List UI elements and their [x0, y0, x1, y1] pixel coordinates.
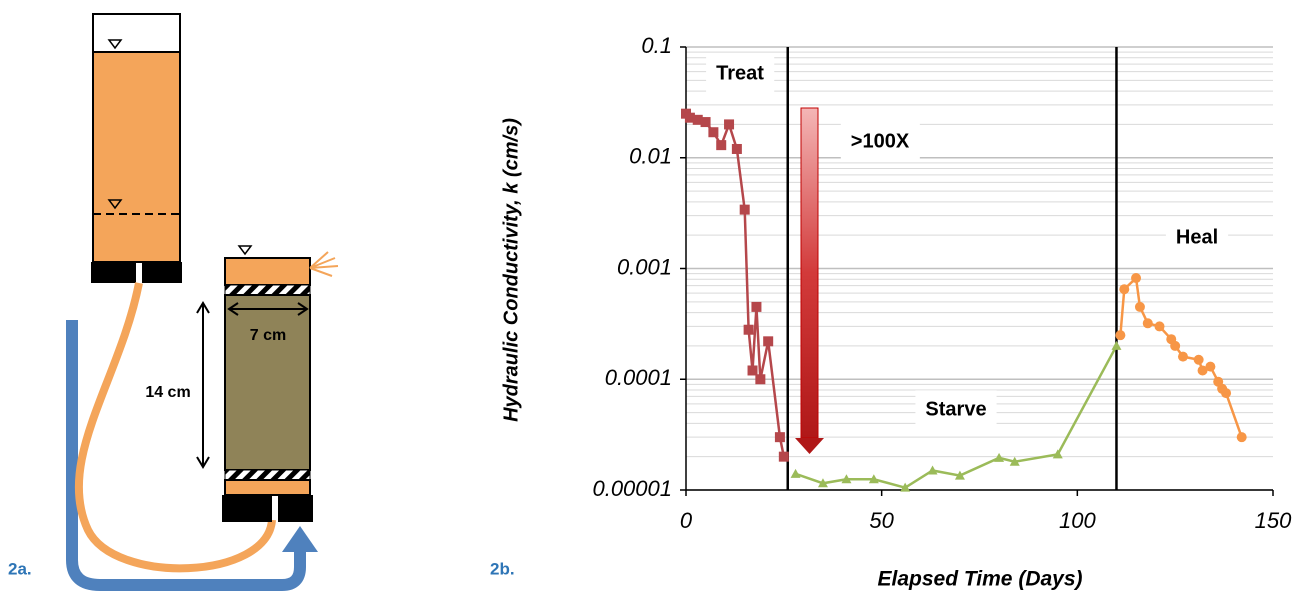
annotation-box: [840, 122, 920, 161]
marker: [927, 465, 938, 475]
marker: [724, 119, 735, 130]
stopper: [91, 262, 136, 283]
marker: [755, 374, 766, 385]
marker: [868, 474, 879, 484]
column-bottom: [224, 479, 311, 496]
marker: [774, 432, 785, 443]
marker: [1052, 449, 1063, 459]
marker: [763, 336, 774, 347]
screen: [224, 284, 311, 296]
marker: [739, 204, 750, 215]
height-label: 14 cm: [145, 384, 190, 401]
marker: [743, 324, 754, 335]
width-arrow: [227, 302, 309, 316]
y-tick-label: 0.01: [629, 144, 672, 169]
x-axis-label: Elapsed Time (Days): [877, 568, 1082, 591]
panel-label: 2b.: [490, 559, 515, 578]
y-axis-label: Hydraulic Conductivity, k (cm/s): [500, 118, 522, 422]
marker: [1177, 351, 1188, 362]
marker: [1134, 301, 1145, 312]
marker: [716, 140, 727, 151]
overflow: [309, 251, 339, 277]
height-arrow: [196, 301, 210, 469]
stopper: [142, 262, 182, 283]
chart: 2b. Elapsed Time (Days) Hydraulic Conduc…: [490, 33, 1292, 591]
annotation-box: [915, 390, 997, 429]
marker: [994, 452, 1005, 462]
y-tick-label: 0.001: [617, 254, 672, 279]
marker: [692, 114, 703, 125]
marker: [1131, 273, 1142, 284]
reduction-arrow: [800, 107, 819, 439]
marker: [900, 482, 911, 492]
marker: [1205, 361, 1216, 372]
marker: [1154, 321, 1165, 332]
marker: [1142, 318, 1153, 329]
level-marker: [107, 199, 123, 210]
x-tick-label: 150: [1255, 508, 1292, 533]
reservoir: [92, 51, 181, 263]
annotation-box: [706, 54, 775, 93]
marker: [817, 478, 828, 488]
marker: [954, 470, 965, 480]
y-tick-label: 0.00001: [592, 476, 672, 501]
marker: [751, 301, 762, 312]
annotation: Starve: [925, 398, 986, 420]
marker: [1236, 432, 1247, 443]
level-marker: [237, 245, 253, 256]
x-tick-label: 100: [1059, 508, 1096, 533]
marker: [684, 112, 695, 123]
level-marker: [107, 39, 123, 50]
x-tick-label: 50: [869, 508, 894, 533]
stopper: [278, 495, 313, 522]
annotation: Heal: [1176, 226, 1218, 248]
marker: [700, 117, 711, 128]
panel-label: 2a.: [8, 559, 32, 578]
screen: [224, 469, 311, 481]
marker: [747, 365, 758, 376]
marker: [1170, 340, 1181, 351]
annotation: Treat: [716, 62, 764, 84]
marker: [1115, 330, 1126, 341]
marker: [731, 143, 742, 154]
marker: [1119, 284, 1130, 295]
marker: [1193, 354, 1204, 365]
marker: [1221, 388, 1232, 399]
annotation-box: [1165, 218, 1229, 257]
reservoir-headspace: [92, 13, 181, 53]
marker: [1009, 456, 1020, 466]
marker: [1111, 340, 1122, 350]
marker: [778, 451, 789, 462]
apparatus-diagram: 7 cm 14 cm 2a.: [8, 13, 339, 591]
reduction-arrowhead: [795, 438, 824, 454]
flow-arrowhead: [282, 526, 318, 552]
column-top: [224, 257, 311, 286]
y-tick-label: 0.0001: [605, 365, 672, 390]
width-label: 7 cm: [250, 327, 286, 344]
soil: [224, 294, 311, 471]
stopper: [222, 495, 272, 522]
return-flow: [66, 320, 306, 591]
annotation: >100X: [851, 130, 910, 152]
marker: [708, 127, 719, 138]
y-tick-label: 0.1: [641, 33, 672, 58]
marker: [841, 474, 852, 484]
marker: [1197, 365, 1208, 376]
x-tick-label: 0: [680, 508, 693, 533]
tube: [74, 282, 276, 573]
marker: [790, 468, 801, 478]
